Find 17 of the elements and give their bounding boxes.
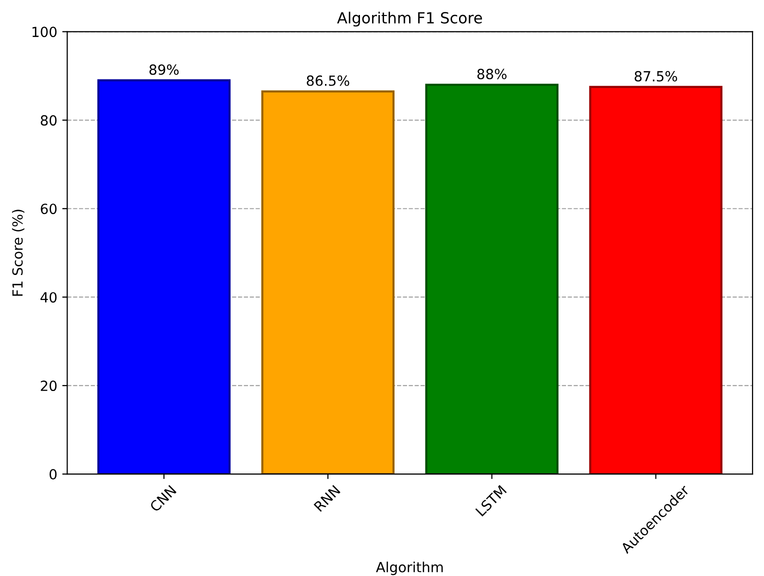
- data-label: 87.5%: [634, 71, 678, 82]
- y-axis-title: F1 Score (%): [12, 210, 24, 296]
- chart-title: Algorithm F1 Score: [337, 12, 482, 27]
- y-tick-label: 20: [40, 380, 57, 392]
- bar: [261, 90, 395, 474]
- x-axis-title: Algorithm: [376, 562, 443, 576]
- y-tick-label: 100: [32, 26, 57, 38]
- data-label: 88%: [477, 68, 507, 80]
- data-label: 89%: [149, 64, 179, 75]
- y-tick-label: 60: [40, 204, 57, 214]
- y-tick-label: 0: [50, 469, 57, 480]
- y-tick-label: 80: [40, 115, 57, 126]
- data-label: 86.5%: [306, 75, 350, 86]
- bar: [589, 86, 722, 474]
- bar: [97, 79, 231, 474]
- y-tick-label: 40: [40, 292, 57, 303]
- bar: [425, 84, 558, 474]
